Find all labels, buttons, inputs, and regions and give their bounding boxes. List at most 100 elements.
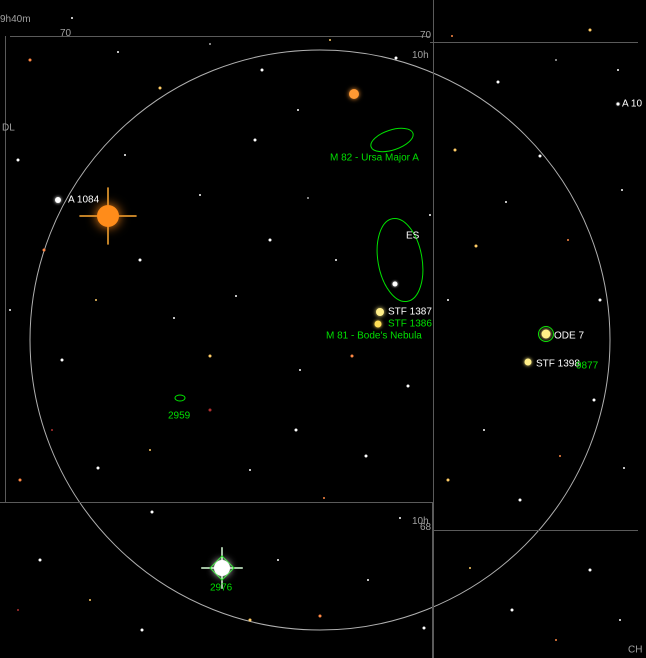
grid-line-dec: [432, 502, 433, 658]
field-star: [209, 355, 212, 358]
field-star: [395, 57, 398, 60]
field-star: [351, 355, 354, 358]
fov-circle: [30, 50, 610, 630]
object-label: STF 1398: [536, 359, 580, 370]
dso-label: 2959: [168, 411, 190, 422]
field-star: [429, 214, 431, 216]
field-star: [505, 201, 507, 203]
field-star: [249, 619, 252, 622]
bright-star: [55, 197, 61, 203]
field-star: [19, 479, 22, 482]
field-star: [407, 385, 410, 388]
field-star: [454, 149, 457, 152]
field-star: [295, 429, 298, 432]
field-star: [451, 35, 453, 37]
field-star: [277, 559, 279, 561]
object-label: A 10: [622, 99, 642, 110]
field-star: [61, 359, 64, 362]
field-star: [124, 154, 126, 156]
field-star: [173, 317, 175, 319]
bright-star: [542, 330, 551, 339]
object-label: 9877: [576, 361, 598, 372]
field-star: [71, 17, 73, 19]
field-star: [209, 43, 211, 45]
field-star: [539, 155, 542, 158]
grid-line-ra: [0, 502, 432, 503]
field-star: [39, 559, 42, 562]
field-star: [323, 497, 325, 499]
dso-label: M 82 - Ursa Major A: [330, 153, 419, 164]
field-star: [9, 309, 11, 311]
object-label: DL: [2, 123, 15, 134]
field-star: [95, 299, 97, 301]
field-star: [159, 87, 162, 90]
bright-star: [349, 89, 359, 99]
object-label: M 81 - Bode's Nebula: [326, 331, 422, 342]
field-star: [519, 499, 522, 502]
object-label: STF 1386: [388, 319, 432, 330]
field-star: [559, 455, 561, 457]
field-star: [365, 455, 368, 458]
bright-star: [393, 282, 398, 287]
field-star: [469, 567, 471, 569]
grid-label: 68: [420, 522, 431, 533]
dso-label: ES: [406, 231, 419, 242]
dso-ellipse: [175, 395, 185, 401]
object-label: A 1084: [68, 195, 99, 206]
field-star: [475, 245, 478, 248]
field-star: [199, 194, 201, 196]
field-star: [299, 369, 301, 371]
bright-star: [214, 560, 230, 576]
field-star: [483, 429, 485, 431]
dso-ellipse: [371, 215, 429, 305]
field-star: [335, 259, 337, 261]
field-star: [593, 399, 596, 402]
field-star: [17, 609, 19, 611]
object-label: ODE 7: [554, 331, 584, 342]
grid-label: 70: [420, 30, 431, 41]
object-label: STF 1387: [388, 307, 432, 318]
field-star: [149, 449, 151, 451]
field-star: [269, 239, 272, 242]
field-star: [617, 69, 619, 71]
bright-star: [375, 321, 382, 328]
field-star: [511, 609, 514, 612]
field-star: [497, 81, 500, 84]
grid-line-dec: [433, 0, 434, 658]
dso-ellipse: [368, 124, 416, 157]
field-star: [423, 627, 426, 630]
grid-label: 70: [60, 28, 71, 39]
grid-line-ra: [432, 530, 638, 531]
grid-label: 10h: [412, 50, 429, 61]
bright-star: [525, 359, 532, 366]
dso-label: 2976: [210, 583, 232, 594]
field-star: [623, 467, 625, 469]
bright-star: [617, 103, 620, 106]
field-star: [249, 469, 251, 471]
field-star: [399, 517, 401, 519]
grid-line-dec: [5, 36, 6, 502]
grid-label: 10h: [412, 516, 429, 527]
field-star: [235, 295, 237, 297]
field-star: [307, 197, 309, 199]
grid-line-ra: [430, 42, 638, 43]
bright-star: [376, 308, 384, 316]
field-star: [43, 249, 46, 252]
chart-svg: [0, 0, 646, 658]
field-star: [599, 299, 602, 302]
bright-star: [97, 205, 119, 227]
field-star: [555, 639, 557, 641]
field-star: [567, 239, 569, 241]
object-label: CH: [628, 645, 642, 656]
field-star: [89, 599, 91, 601]
grid-label: 9h40m: [0, 14, 31, 25]
field-star: [589, 29, 592, 32]
field-star: [447, 299, 449, 301]
field-star: [29, 59, 32, 62]
field-star: [447, 479, 450, 482]
field-star: [141, 629, 144, 632]
dso-diamond: [210, 556, 234, 580]
field-star: [297, 109, 299, 111]
field-star: [319, 615, 322, 618]
field-star: [555, 59, 557, 61]
